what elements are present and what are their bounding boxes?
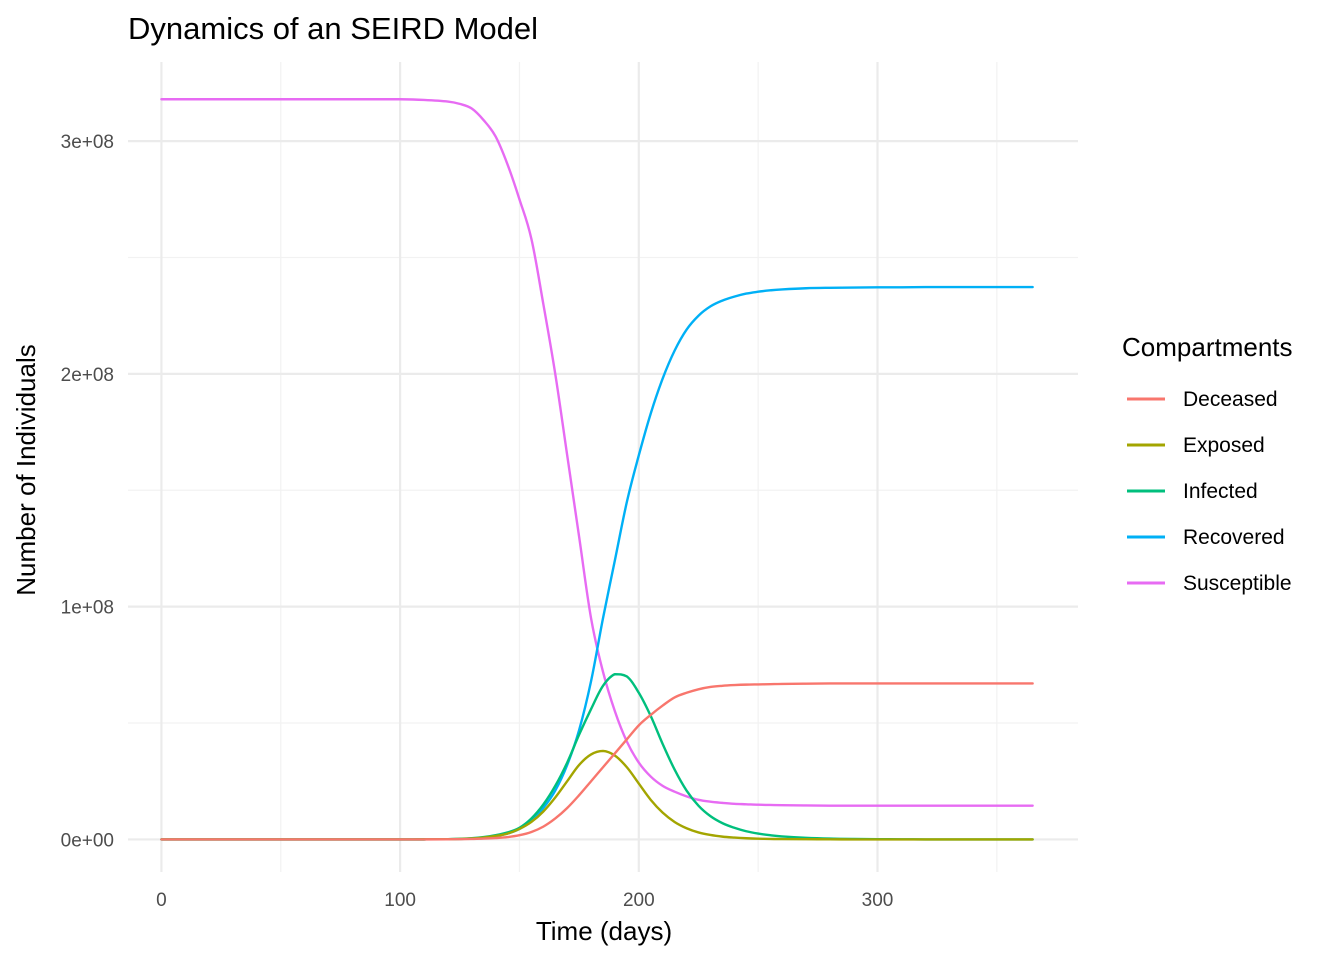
x-tick-label: 200 (623, 890, 655, 911)
series-line-recovered (160, 285, 1034, 841)
series-line-susceptible (160, 98, 1034, 807)
x-tick-label: 0 (156, 890, 167, 911)
y-tick-label: 2e+08 (61, 365, 114, 386)
x-tick-label: 100 (384, 890, 416, 911)
y-axis-tick-labels: 0e+00 1e+08 2e+08 3e+08 (61, 132, 114, 851)
y-tick-label: 0e+00 (61, 830, 114, 851)
legend-label-recovered: Recovered (1183, 526, 1285, 549)
x-tick-label: 300 (862, 890, 894, 911)
series-line-infected (160, 672, 1034, 841)
y-axis-title: Number of Individuals (11, 344, 41, 595)
series-lines (160, 98, 1034, 841)
legend-label-deceased: Deceased (1183, 388, 1278, 411)
series-line-exposed (160, 749, 1034, 841)
legend-label-susceptible: Susceptible (1183, 572, 1292, 595)
y-tick-label: 1e+08 (61, 598, 114, 619)
x-axis-tick-labels: 0 100 200 300 (156, 890, 893, 911)
legend-title: Compartments (1122, 332, 1293, 362)
y-tick-label: 3e+08 (61, 132, 114, 153)
legend-label-exposed: Exposed (1183, 434, 1265, 457)
chart-title: Dynamics of an SEIRD Model (128, 11, 538, 46)
legend: Compartments Deceased Exposed Infected Reco… (1122, 332, 1293, 595)
x-axis-title: Time (days) (536, 916, 672, 946)
legend-label-infected: Infected (1183, 480, 1258, 503)
legend-items: Deceased Exposed Infected Recovered Suscepti… (1127, 388, 1292, 595)
series-line-deceased (160, 682, 1034, 841)
